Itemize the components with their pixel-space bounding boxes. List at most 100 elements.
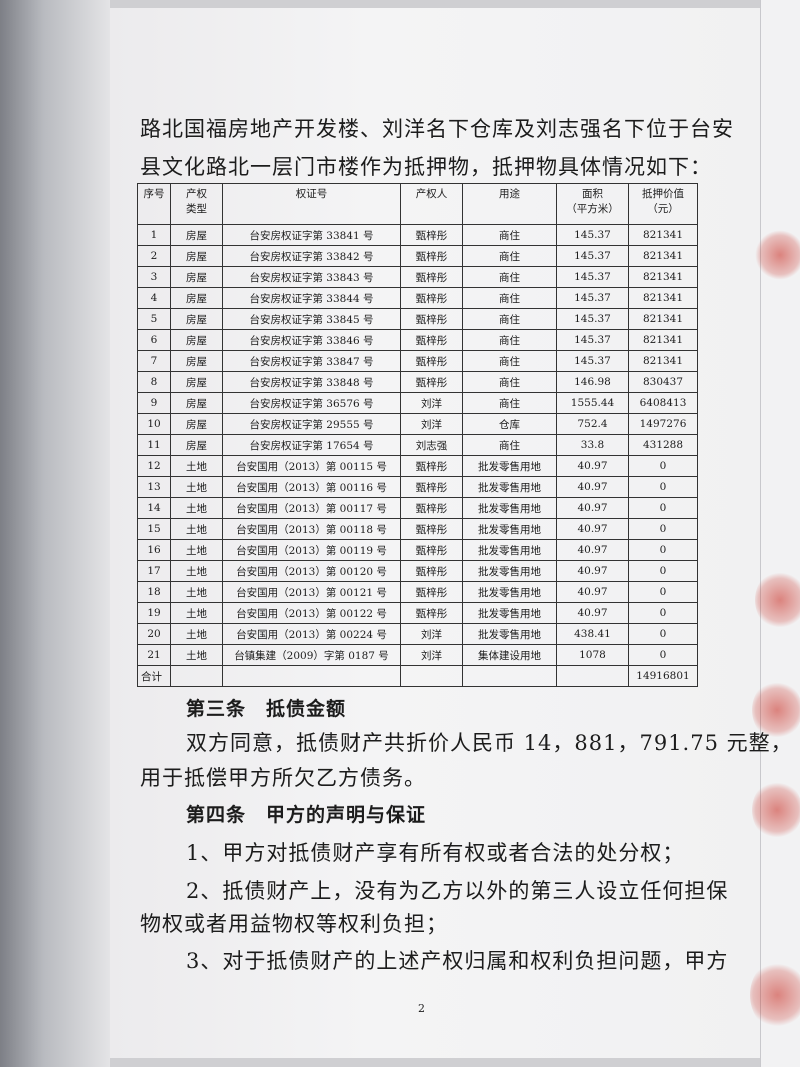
table-cell: 刘洋 [400, 623, 463, 645]
table-cell: 40.97 [556, 518, 629, 540]
seal [752, 780, 800, 840]
table-cell: 9 [137, 392, 171, 414]
header-cell: 用途 [462, 183, 557, 225]
header-cell: 抵押价值 （元） [628, 183, 698, 225]
table-cell: 甄梓彤 [400, 602, 463, 624]
table-cell: 40.97 [556, 602, 629, 624]
table-cell: 40.97 [556, 581, 629, 603]
empty-cell [170, 665, 223, 687]
table-cell: 0 [628, 602, 698, 624]
paragraph-line: 用于抵偿甲方所欠乙方债务。 [140, 766, 426, 790]
total-value: 14916801 [628, 665, 698, 687]
table-cell: 台安国用（2013）第 00224 号 [222, 623, 401, 645]
table-cell: 40.97 [556, 455, 629, 477]
table-cell: 821341 [628, 224, 698, 246]
table-cell: 0 [628, 476, 698, 498]
table-row: 16 土地 台安国用（2013）第 00119 号甄梓彤 批发零售用地 40.97 0 [137, 539, 698, 561]
table-cell: 房屋 [170, 434, 223, 456]
table-cell: 8 [137, 371, 171, 393]
table-row: 1 房屋 台安房权证字第 33841 号甄梓彤 商住 145.37 821341 [137, 224, 698, 246]
table-cell: 752.4 [556, 413, 629, 435]
table-cell: 刘洋 [400, 644, 463, 666]
table-row: 4 房屋 台安房权证字第 33844 号甄梓彤 商住 145.37 821341 [137, 287, 698, 309]
table-cell: 甄梓彤 [400, 455, 463, 477]
table-cell: 甄梓彤 [400, 371, 463, 393]
table-cell: 房屋 [170, 245, 223, 267]
empty-cell [462, 665, 557, 687]
table-cell: 商住 [462, 350, 557, 372]
table-cell: 1 [137, 224, 171, 246]
table-row: 19 土地 台安国用（2013）第 00122 号甄梓彤 批发零售用地 40.97 0 [137, 602, 698, 624]
table-cell: 甄梓彤 [400, 266, 463, 288]
paragraph-line: 双方同意，抵债财产共折价人民币 14，881，791.75 元整， [186, 731, 793, 755]
header-cell: 权证号 [222, 183, 401, 225]
table-cell: 甄梓彤 [400, 497, 463, 519]
table-cell: 甄梓彤 [400, 287, 463, 309]
table-row: 13 土地 台安国用（2013）第 00116 号甄梓彤 批发零售用地 40.97 0 [137, 476, 698, 498]
table-cell: 房屋 [170, 329, 223, 351]
table-cell: 0 [628, 644, 698, 666]
next-page-edge [760, 0, 800, 1067]
table-row: 5 房屋 台安房权证字第 33845 号甄梓彤 商住 145.37 821341 [137, 308, 698, 330]
table-cell: 1078 [556, 644, 629, 666]
table-row: 20 土地 台安国用（2013）第 00224 号刘洋 批发零售用地 438.41 0 [137, 623, 698, 645]
table-row: 17 土地 台安国用（2013）第 00120 号甄梓彤 批发零售用地 40.97 0 [137, 560, 698, 582]
table-cell: 房屋 [170, 266, 223, 288]
total-row: 合计 14916801 [137, 665, 698, 687]
table-cell: 1555.44 [556, 392, 629, 414]
table-row: 21 土地 台镇集建（2009）字第 0187 号刘洋 集体建设用地 1078 0 [137, 644, 698, 666]
table-cell: 821341 [628, 350, 698, 372]
table-cell: 甄梓彤 [400, 329, 463, 351]
table-cell: 台安房权证字第 33842 号 [222, 245, 401, 267]
empty-cell [556, 665, 629, 687]
table-cell: 土地 [170, 539, 223, 561]
table-cell: 批发零售用地 [462, 476, 557, 498]
table-cell: 商住 [462, 434, 557, 456]
table-cell: 台安房权证字第 33845 号 [222, 308, 401, 330]
table-cell: 房屋 [170, 350, 223, 372]
table-cell: 145.37 [556, 287, 629, 309]
header-text: 类型 [186, 203, 207, 215]
table-cell: 商住 [462, 287, 557, 309]
intro-line: 县文化路北一层门市楼作为抵押物，抵押物具体情况如下： [140, 155, 712, 179]
binding-shadow [0, 0, 110, 1067]
table-cell: 40.97 [556, 560, 629, 582]
table-cell: 台安国用（2013）第 00115 号 [222, 455, 401, 477]
table-cell: 台安国用（2013）第 00121 号 [222, 581, 401, 603]
table-row: 11 房屋 台安房权证字第 17654 号刘志强 商住 33.8 431288 [137, 434, 698, 456]
paragraph-line: 2、抵债财产上，没有为乙方以外的第三人设立任何担保 [186, 879, 729, 903]
header-text: 面积 [582, 188, 603, 200]
table-cell: 台安房权证字第 33848 号 [222, 371, 401, 393]
table-cell: 40.97 [556, 476, 629, 498]
table-cell: 1497276 [628, 413, 698, 435]
seal [755, 230, 800, 280]
table-cell: 台安国用（2013）第 00119 号 [222, 539, 401, 561]
table-cell: 批发零售用地 [462, 455, 557, 477]
header-cell: 产权人 [400, 183, 463, 225]
table-cell: 11 [137, 434, 171, 456]
table-cell: 21 [137, 644, 171, 666]
table-cell: 台安房权证字第 29555 号 [222, 413, 401, 435]
table-cell: 批发零售用地 [462, 497, 557, 519]
table-cell: 房屋 [170, 371, 223, 393]
table-cell: 13 [137, 476, 171, 498]
table-cell: 土地 [170, 560, 223, 582]
header-text: 产权 [186, 188, 207, 200]
table-cell: 台安房权证字第 36576 号 [222, 392, 401, 414]
table-cell: 19 [137, 602, 171, 624]
table-cell: 821341 [628, 329, 698, 351]
table-cell: 20 [137, 623, 171, 645]
table-cell: 批发零售用地 [462, 602, 557, 624]
header-text: （平方米） [566, 203, 619, 215]
paragraph-line: 1、甲方对抵债财产享有所有权或者合法的处分权； [186, 841, 685, 865]
section-heading: 第四条 甲方的声明与保证 [186, 804, 427, 826]
table-cell: 商住 [462, 392, 557, 414]
table-cell: 房屋 [170, 413, 223, 435]
table-cell: 甄梓彤 [400, 476, 463, 498]
table-cell: 5 [137, 308, 171, 330]
table-cell: 甄梓彤 [400, 308, 463, 330]
table-cell: 145.37 [556, 266, 629, 288]
header-text: 产权人 [415, 188, 448, 200]
table-cell: 土地 [170, 623, 223, 645]
table-cell: 刘洋 [400, 392, 463, 414]
